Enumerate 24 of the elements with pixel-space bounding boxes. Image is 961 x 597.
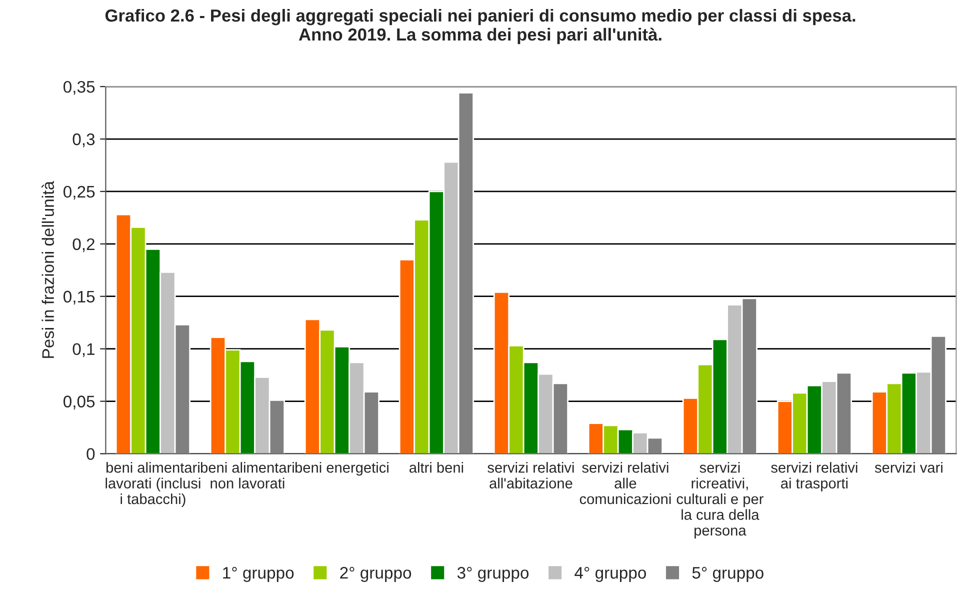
x-tick-label: servizi ricreativi, culturali e per la cura della persona [676, 462, 764, 538]
y-axis-title: Pesi in frazioni dell'unità [42, 181, 54, 358]
y-tick-label: 0,25 [64, 186, 95, 200]
legend-label: 3° gruppo [457, 566, 529, 582]
y-tick-label: 0 [86, 448, 95, 460]
x-tick-label: servizi relativi ai trasporti [771, 462, 858, 492]
legend-label: 4° gruppo [574, 566, 646, 582]
legend-label: 1° gruppo [223, 566, 294, 582]
y-tick-label: 0,15 [64, 290, 95, 305]
y-tick-label: 0,05 [64, 396, 95, 410]
x-tick-label: beni energetici [295, 462, 388, 476]
y-tick-label: 0,3 [72, 133, 95, 148]
x-tick-label: servizi relativi alle comunicazioni [580, 462, 671, 504]
y-tick-label: 0,2 [72, 238, 94, 252]
x-tick-label: beni alimentari non lavorati [200, 462, 294, 488]
legend-label: 2° gruppo [340, 566, 412, 582]
x-tick-label: servizi relativi all'abitazione [488, 462, 574, 488]
y-tick-label: 0,35 [64, 80, 95, 95]
legend-label: 5° gruppo [692, 566, 764, 582]
y-tick-label: 0,1 [72, 343, 94, 357]
x-tick-label: altri beni [410, 462, 464, 473]
chart-title: Grafico 2.6 - Pesi degli aggregati speciali nei panieri di consumo medio per classi di spesa. Anno 2019. La somma dei pesi pari all'unità. [105, 8, 856, 44]
x-tick-label: servizi vari [874, 462, 942, 473]
x-tick-label: beni alimentari lavorati (inclusi i tabacchi) [106, 462, 200, 508]
